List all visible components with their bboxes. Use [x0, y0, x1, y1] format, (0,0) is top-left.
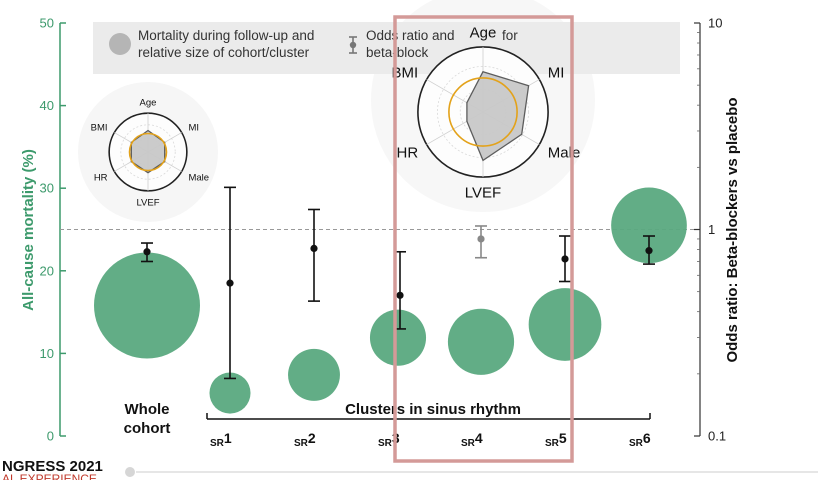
category-prefix: SR [545, 438, 560, 449]
radar-whole-cohort-axis-label-hr: HR [94, 172, 108, 183]
mortality-bubble-sr4 [447, 308, 515, 375]
whole-cohort-label-line1: Whole [125, 401, 170, 418]
right-tick-label: 1 [708, 222, 715, 237]
mortality-bubble-sr6 [611, 187, 687, 264]
left-axis-title: All-cause mortality (%) [20, 149, 37, 311]
odds-ratio-point-sr1 [226, 279, 234, 287]
radar-whole-cohort-axis-label-lvef: LVEF [136, 197, 159, 208]
category-label-sr2: SR2 [294, 430, 316, 449]
radar-sr4-axis-label-lvef: LVEF [465, 184, 501, 201]
radar-whole-cohort-grid-ring [120, 124, 176, 180]
category-prefix: SR [461, 438, 476, 449]
legend: Mortality during follow-up and relative … [93, 22, 680, 74]
radar-sr4-axis-label-age: Age [470, 24, 497, 41]
footer: NGRESS 2021 AL EXPERIENCE [2, 458, 818, 480]
group-label: Clusters in sinus rhythm [345, 401, 521, 418]
category-label-sr1: SR1 [210, 430, 232, 449]
category-prefix: SR [294, 438, 309, 449]
odds-ratio-point-sr3 [396, 291, 404, 299]
legend-background [93, 22, 680, 74]
odds-ratio-point-sr2 [310, 244, 318, 252]
left-tick-label: 0 [47, 429, 54, 444]
whole-cohort-label-line2: cohort [124, 420, 171, 437]
radar-sr4-axis-label-male: Male [548, 144, 581, 161]
footer-progress-knob[interactable] [125, 467, 135, 477]
legend-bubble-icon [109, 33, 131, 55]
category-number: 4 [475, 430, 483, 446]
radar-whole-cohort-axis-label-bmi: BMI [91, 122, 108, 133]
category-number: 6 [643, 430, 651, 446]
category-prefix: SR [210, 438, 225, 449]
legend-bubble-text-1: Mortality during follow-up and [138, 28, 314, 43]
left-tick-label: 30 [40, 181, 54, 196]
category-label-sr5: SR5 [545, 430, 567, 449]
right-tick-label: 10 [708, 16, 722, 31]
legend-errorbar-icon [349, 36, 357, 54]
footer-title: NGRESS 2021 [2, 458, 103, 475]
category-prefix: SR [629, 438, 644, 449]
legend-errorbar-text-hidden: for [502, 28, 518, 43]
odds-ratio-point-sr4 [477, 235, 485, 243]
odds-ratio-errorbars [141, 186, 655, 380]
footer-subtitle: AL EXPERIENCE [2, 472, 97, 480]
radar-whole-cohort-axis-label-male: Male [188, 172, 209, 183]
odds-ratio-point-sr5 [561, 255, 569, 263]
radar-sr4-polygon [466, 70, 530, 162]
radar-whole-cohort-reference-circle [128, 132, 168, 172]
legend-errorbar-text-2: beta-block [366, 45, 429, 60]
radar-sr4-reference-circle [448, 77, 518, 147]
odds-ratio-point-sr6 [645, 247, 653, 255]
radar-whole-cohort-axis-label-mi: MI [188, 122, 199, 133]
mortality-bubble-whole-cohort [94, 252, 200, 359]
category-labels: Whole cohort Clusters in sinus rhythm SR… [124, 401, 651, 449]
mortality-bubble-sr2 [288, 348, 340, 401]
radar-sr4-axis-label-mi: MI [548, 64, 565, 81]
category-label-sr6: SR6 [629, 430, 651, 449]
radar-sr4-axis-label-bmi: BMI [392, 64, 419, 81]
category-number: 1 [224, 430, 232, 446]
mortality-bubble-sr1 [209, 372, 251, 414]
category-number: 2 [308, 430, 316, 446]
radar-sr4-grid-ring [437, 66, 529, 158]
left-tick-label: 20 [40, 263, 54, 278]
radar-charts: Age MI Male LVEF HR BMI Age MI Male LVEF HR BMI [91, 24, 581, 208]
category-prefix: SR [378, 438, 393, 449]
mortality-bubbles [94, 187, 687, 414]
category-number: 5 [559, 430, 567, 446]
right-tick-label: 0.1 [708, 429, 726, 444]
category-label-sr4: SR4 [461, 430, 483, 449]
mortality-bubble-sr3 [369, 309, 427, 366]
mortality-bubble-sr5 [528, 288, 602, 361]
left-tick-label: 50 [40, 16, 54, 31]
axes: 0 10 20 30 40 50 All-cause mortality (%) 0.1 1 10… [20, 16, 741, 444]
odds-ratio-point-whole-cohort [143, 248, 151, 256]
highlight-box-sr3-sr5 [393, 15, 574, 463]
left-tick-label: 10 [40, 346, 54, 361]
right-axis-title: Odds ratio: Beta-blockers vs placebo [724, 97, 741, 362]
radar-whole-cohort-axis-label-age: Age [140, 97, 157, 108]
left-tick-label: 40 [40, 98, 54, 113]
legend-bubble-text-2: relative size of cohort/cluster [138, 45, 310, 60]
radar-sr4-axis-label-hr: HR [397, 144, 419, 161]
legend-errorbar-text-1: Odds ratio and [366, 28, 455, 43]
